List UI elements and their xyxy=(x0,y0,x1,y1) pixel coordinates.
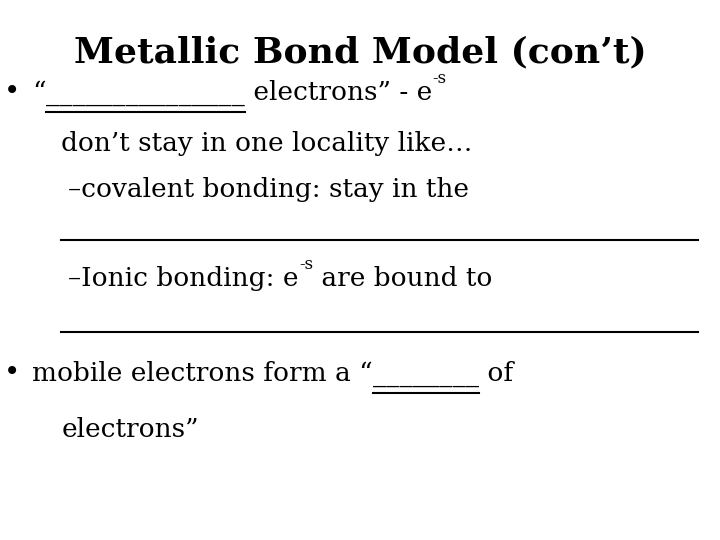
Text: electrons” - e: electrons” - e xyxy=(245,80,432,105)
Text: •: • xyxy=(4,79,20,106)
Text: of: of xyxy=(479,361,513,386)
Text: are bound to: are bound to xyxy=(313,266,492,291)
Text: mobile electrons form a “: mobile electrons form a “ xyxy=(32,361,373,386)
Text: –covalent bonding: stay in the: –covalent bonding: stay in the xyxy=(68,177,469,202)
Text: –Ionic bonding: e: –Ionic bonding: e xyxy=(68,266,299,291)
Text: -s: -s xyxy=(299,256,313,273)
Text: ________: ________ xyxy=(373,362,479,387)
Text: •: • xyxy=(4,360,20,387)
Text: Metallic Bond Model (con’t): Metallic Bond Model (con’t) xyxy=(73,35,647,69)
Text: electrons”: electrons” xyxy=(61,417,199,442)
Text: -s: -s xyxy=(432,70,446,86)
Text: “: “ xyxy=(32,80,46,105)
Text: don’t stay in one locality like…: don’t stay in one locality like… xyxy=(61,131,473,156)
Text: _______________: _______________ xyxy=(46,81,245,106)
